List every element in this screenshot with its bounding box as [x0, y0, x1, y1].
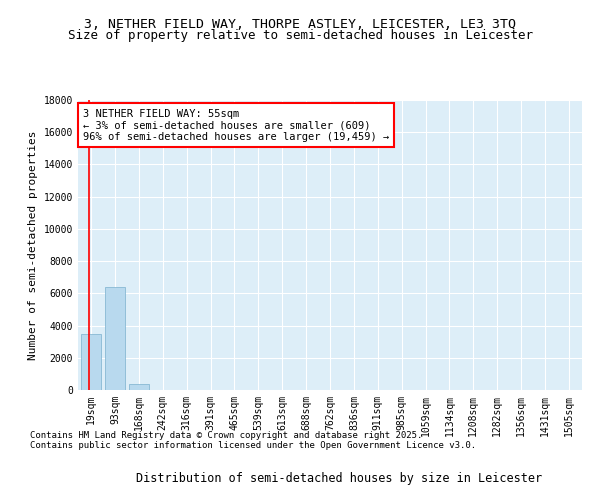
- Text: Size of property relative to semi-detached houses in Leicester: Size of property relative to semi-detach…: [67, 29, 533, 42]
- Text: 3, NETHER FIELD WAY, THORPE ASTLEY, LEICESTER, LE3 3TQ: 3, NETHER FIELD WAY, THORPE ASTLEY, LEIC…: [84, 18, 516, 30]
- Text: Contains HM Land Registry data © Crown copyright and database right 2025.
Contai: Contains HM Land Registry data © Crown c…: [30, 430, 476, 450]
- Bar: [129, 384, 149, 390]
- Bar: [105, 287, 125, 390]
- Text: 3 NETHER FIELD WAY: 55sqm
← 3% of semi-detached houses are smaller (609)
96% of : 3 NETHER FIELD WAY: 55sqm ← 3% of semi-d…: [83, 108, 389, 142]
- Y-axis label: Number of semi-detached properties: Number of semi-detached properties: [28, 130, 38, 360]
- Text: Distribution of semi-detached houses by size in Leicester: Distribution of semi-detached houses by …: [136, 472, 542, 485]
- Bar: [81, 334, 101, 390]
